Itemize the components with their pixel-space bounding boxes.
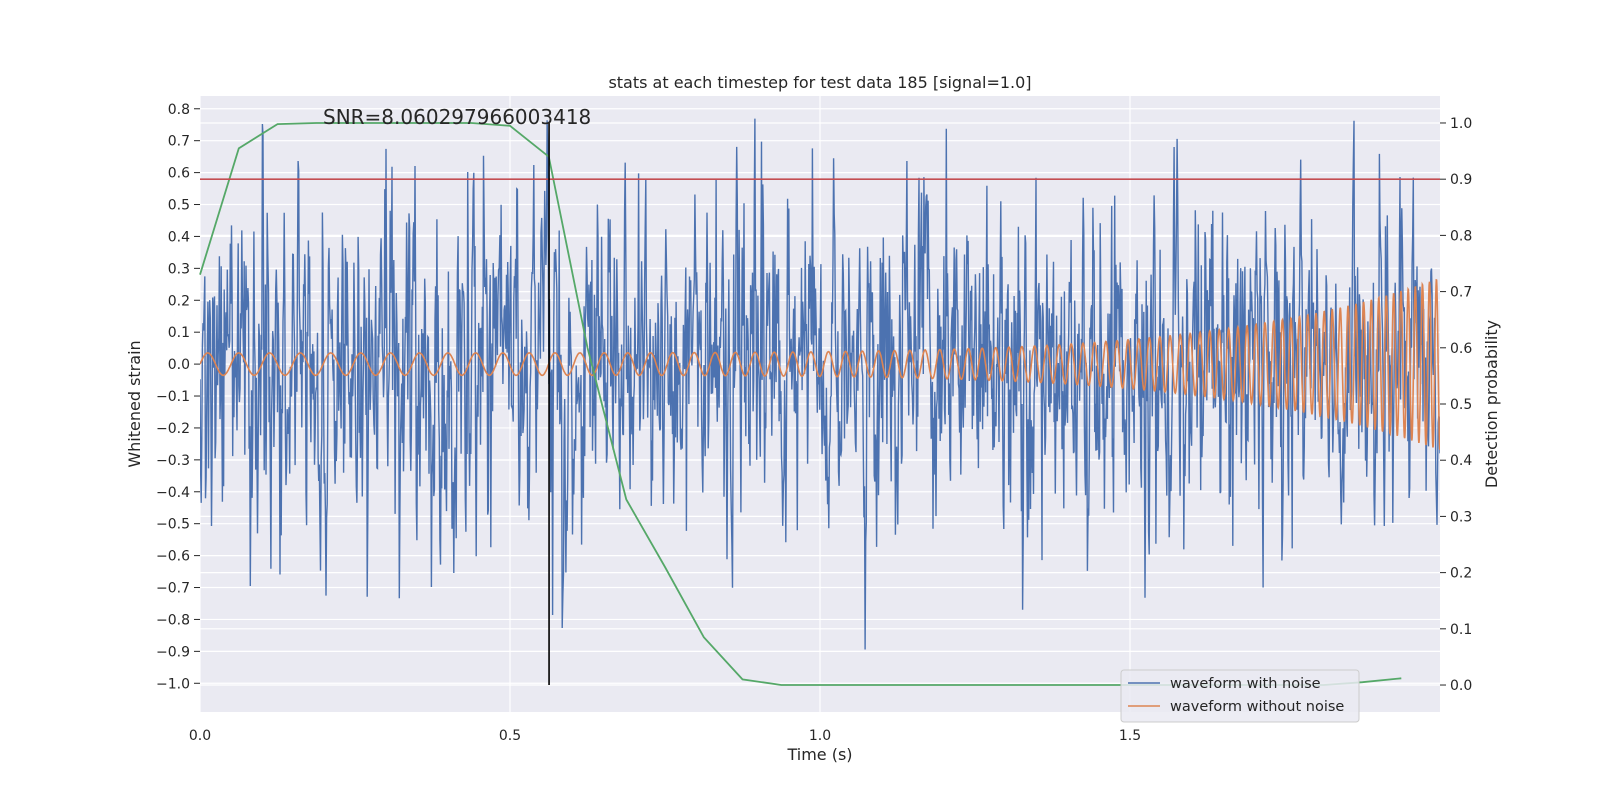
snr-annotation: SNR=8.060297966003418 xyxy=(323,105,591,129)
clean-waveform-line xyxy=(200,278,1440,451)
y2-tick-label: 0.6 xyxy=(1450,341,1472,357)
legend-label-clean: waveform without noise xyxy=(1170,699,1344,715)
y-tick-label: −0.6 xyxy=(156,549,190,565)
y-tick-label: −0.7 xyxy=(156,581,190,597)
y-tick-label: 0.1 xyxy=(168,325,190,341)
y-axis-label: Whitened strain xyxy=(125,340,144,467)
y-tick-label: −0.2 xyxy=(156,421,190,437)
y-tick-label: 0.6 xyxy=(168,166,190,182)
y-tick-label: 0.7 xyxy=(168,134,190,150)
y-tick-label: −0.8 xyxy=(156,612,190,628)
y-tick-label: 0.0 xyxy=(168,357,190,373)
y2-tick-label: 0.4 xyxy=(1450,453,1472,469)
x-axis-ticks: 0.0 0.5 1.0 1.5 xyxy=(189,728,1141,744)
noise-waveform-line xyxy=(200,118,1440,650)
y-tick-label: −0.5 xyxy=(156,517,190,533)
y-tick-label: −0.3 xyxy=(156,453,190,469)
y2-tick-label: 1.0 xyxy=(1450,116,1472,132)
y-tick-label: −1.0 xyxy=(156,676,190,692)
y-tick-label: 0.2 xyxy=(168,293,190,309)
y-tick-label: 0.8 xyxy=(168,102,190,118)
legend-label-noise: waveform with noise xyxy=(1170,676,1321,692)
y2-axis-ticks: 0.0 0.1 0.2 0.3 0.4 0.5 0.6 0.7 0.8 0.9 1.0 xyxy=(1440,116,1472,694)
x-tick-label: 0.5 xyxy=(499,728,521,744)
series-waveform-without-noise xyxy=(200,278,1440,451)
x-tick-label: 1.5 xyxy=(1119,728,1141,744)
y2-tick-label: 0.8 xyxy=(1450,228,1472,244)
y-tick-label: 0.3 xyxy=(168,261,190,277)
legend: waveform with noise waveform without noi… xyxy=(1120,669,1360,723)
x-axis-label: Time (s) xyxy=(786,745,852,764)
y-axis-ticks: −1.0 −0.9 −0.8 −0.7 −0.6 −0.5 −0.4 −0.3 −0.2 −0.1… xyxy=(156,102,200,692)
y2-tick-label: 0.9 xyxy=(1450,172,1472,188)
y-tick-label: 0.5 xyxy=(168,198,190,214)
chart-title: stats at each timestep for test data 185… xyxy=(608,73,1031,92)
y2-tick-label: 0.5 xyxy=(1450,397,1472,413)
series-waveform-with-noise xyxy=(200,118,1440,650)
y-tick-label: −0.4 xyxy=(156,485,190,501)
legend-box xyxy=(1120,669,1360,723)
y-tick-label: −0.9 xyxy=(156,644,190,660)
y2-tick-label: 0.1 xyxy=(1450,622,1472,638)
y2-tick-label: 0.0 xyxy=(1450,678,1472,694)
y-tick-label: −0.1 xyxy=(156,389,190,405)
y2-tick-label: 0.3 xyxy=(1450,509,1472,525)
x-tick-label: 1.0 xyxy=(809,728,831,744)
y2-tick-label: 0.2 xyxy=(1450,566,1472,582)
y-tick-label: 0.4 xyxy=(168,229,190,245)
x-tick-label: 0.0 xyxy=(189,728,211,744)
y2-tick-label: 0.7 xyxy=(1450,285,1472,301)
y2-axis-label: Detection probability xyxy=(1482,320,1501,488)
